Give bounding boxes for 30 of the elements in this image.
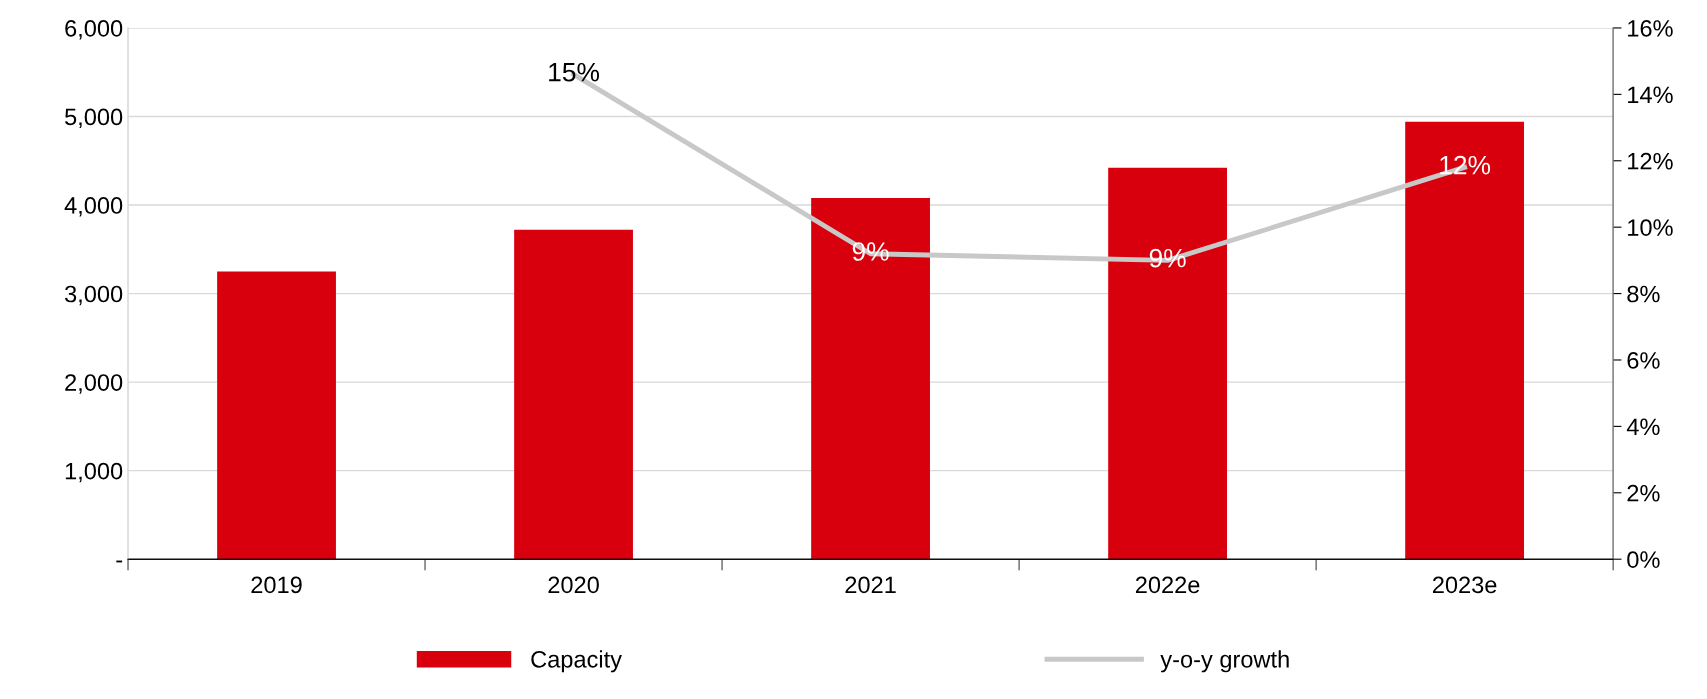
x-tick-label: 2021 (845, 576, 896, 594)
y2-tick-label: 16% (1628, 20, 1673, 37)
y2-tick-label: 12% (1628, 152, 1673, 170)
bar (811, 197, 930, 560)
x-tick-label: 2020 (548, 576, 599, 594)
data-label: 15% (549, 62, 600, 82)
y2-tick-label: 2% (1627, 484, 1660, 502)
data-label: 12% (1440, 155, 1491, 175)
bar (1405, 121, 1525, 560)
x-tick-label: 2022e (1135, 576, 1200, 594)
y-tick-label: 6,000 (65, 20, 123, 40)
y2-tick-label: 4% (1626, 418, 1660, 436)
bar (217, 271, 336, 560)
bar (514, 229, 633, 560)
y-tick-label: 1,000 (65, 462, 123, 483)
legend-label: y-o-y growth (1160, 650, 1289, 673)
y-tick-label: - (116, 560, 123, 563)
y-tick-label: 5,000 (65, 108, 123, 129)
y-tick-label: 2,000 (65, 374, 123, 394)
y2-tick-label: 6% (1627, 352, 1660, 369)
legend-label: Capacity (531, 650, 622, 673)
x-tick-label: 2023e (1432, 576, 1497, 594)
x-tick-label: 2019 (251, 576, 302, 594)
y-tick-label: 4,000 (64, 197, 123, 217)
y-tick-label: 3,000 (64, 285, 123, 306)
y2-tick-label: 8% (1627, 285, 1660, 303)
y2-tick-label: 0% (1627, 551, 1660, 568)
y2-tick-label: 14% (1628, 86, 1673, 104)
bar (1108, 167, 1227, 560)
y2-tick-label: 10% (1628, 219, 1673, 236)
